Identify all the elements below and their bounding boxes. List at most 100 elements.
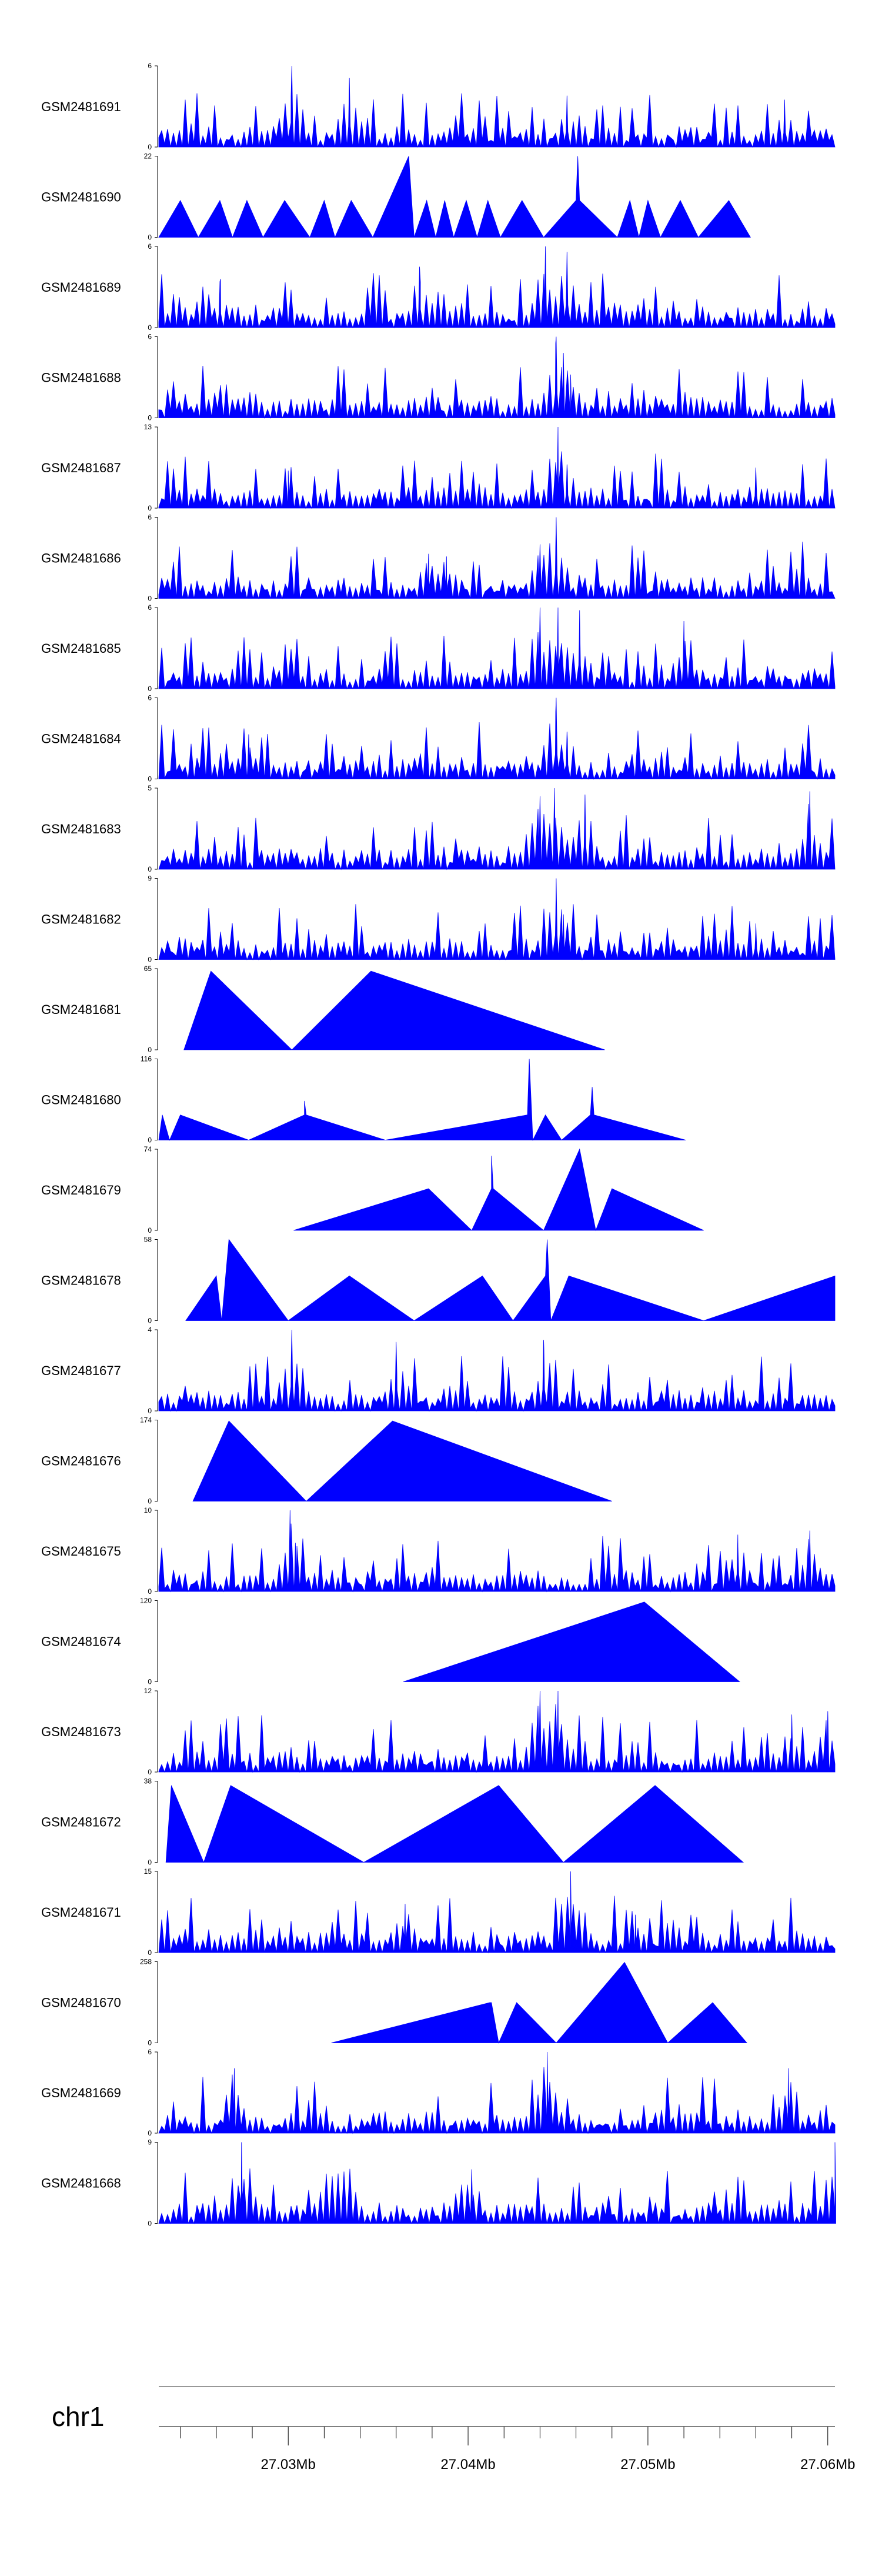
track-GSM2481687: GSM2481687 13 0 (41, 423, 836, 512)
y-tick-label-zero: 0 (148, 1136, 152, 1144)
track-label: GSM2481683 (41, 822, 121, 836)
track-label: GSM2481675 (41, 1544, 121, 1559)
chromosome-label: chr1 (52, 2401, 104, 2432)
y-tick-label-zero: 0 (148, 2220, 152, 2228)
track-GSM2481682: GSM2481682 9 0 (41, 875, 836, 964)
y-tick-label-zero: 0 (148, 595, 152, 603)
coverage-area (158, 1059, 686, 1142)
y-tick-label-zero: 0 (148, 1046, 152, 1054)
track-label: GSM2481690 (41, 190, 121, 205)
track-label: GSM2481668 (41, 2176, 121, 2191)
track-label: GSM2481686 (41, 551, 121, 566)
y-tick-label-max: 6 (148, 603, 152, 612)
coverage-area (183, 970, 605, 1050)
y-tick-label-max: 10 (144, 1506, 152, 1514)
track-GSM2481678: GSM2481678 58 0 (41, 1236, 836, 1325)
y-tick-label-max: 22 (144, 152, 152, 161)
track-GSM2481671: GSM2481671 15 0 (41, 1867, 836, 1957)
coverage-area (158, 1690, 836, 1773)
y-tick-label-max: 120 (140, 1597, 152, 1605)
x-tick-label: 27.04Mb (440, 2457, 495, 2472)
track-label: GSM2481670 (41, 1996, 121, 2010)
track-GSM2481691: GSM2481691 6 0 (41, 62, 836, 151)
coverage-area (158, 607, 836, 690)
genome-axis: chr1 27.03Mb 27.04Mb 27.05Mb 27.06Mb (52, 2386, 855, 2472)
y-tick-label-max: 116 (141, 1055, 152, 1063)
y-tick-label-zero: 0 (148, 1226, 152, 1234)
coverage-area (403, 1601, 741, 1682)
y-tick-label-max: 6 (148, 513, 152, 522)
track-label: GSM2481673 (41, 1724, 121, 1739)
coverage-area (158, 1510, 836, 1593)
coverage-area (158, 788, 836, 870)
y-tick-label-max: 9 (148, 875, 152, 883)
x-tick-label: 27.06Mb (800, 2457, 855, 2472)
track-label: GSM2481688 (41, 371, 121, 385)
track-label: GSM2481687 (41, 461, 121, 475)
track-GSM2481675: GSM2481675 10 0 (41, 1506, 836, 1596)
y-tick-label-zero: 0 (148, 1497, 152, 1506)
track-GSM2481674: GSM2481674 120 0 (41, 1597, 741, 1686)
y-tick-label-max: 258 (140, 1958, 152, 1966)
track-label: GSM2481681 (41, 1002, 121, 1017)
track-GSM2481688: GSM2481688 6 0 (41, 333, 836, 422)
y-tick-label-zero: 0 (148, 233, 152, 242)
x-tick-label: 27.05Mb (620, 2457, 675, 2472)
y-tick-label-zero: 0 (148, 504, 152, 512)
y-tick-label-max: 6 (148, 333, 152, 341)
y-tick-label-max: 6 (148, 242, 152, 251)
y-tick-label-zero: 0 (148, 956, 152, 964)
coverage-area (293, 1148, 704, 1232)
track-GSM2481680: GSM2481680 116 0 (41, 1055, 686, 1144)
track-GSM2481689: GSM2481689 6 0 (41, 242, 836, 332)
track-label: GSM2481689 (41, 280, 121, 295)
track-label: GSM2481669 (41, 2086, 121, 2100)
coverage-area (158, 1871, 836, 1954)
coverage-area (158, 2051, 836, 2134)
y-tick-label-max: 58 (144, 1236, 152, 1244)
x-tick-label: 27.03Mb (261, 2457, 316, 2472)
track-GSM2481690: GSM2481690 22 0 (41, 152, 751, 242)
y-tick-label-zero: 0 (148, 775, 152, 783)
track-label: GSM2481679 (41, 1183, 121, 1197)
track-GSM2481670: GSM2481670 258 0 (41, 1958, 747, 2047)
track-label: GSM2481674 (41, 1634, 121, 1649)
coverage-area (165, 1785, 744, 1863)
track-label: GSM2481685 (41, 641, 121, 656)
y-tick-label-zero: 0 (148, 2129, 152, 2137)
data-tracks: GSM248169160GSM2481690220GSM248168960GSM… (41, 62, 836, 2228)
track-GSM2481677: GSM2481677 4 0 (41, 1326, 836, 1415)
y-tick-label-max: 174 (140, 1416, 152, 1424)
coverage-area (158, 1329, 836, 1412)
y-tick-label-max: 6 (148, 694, 152, 702)
y-tick-label-zero: 0 (148, 2039, 152, 2047)
track-label: GSM2481678 (41, 1273, 121, 1288)
track-label: GSM2481682 (41, 912, 121, 927)
coverage-area (331, 1961, 747, 2044)
track-label: GSM2481691 (41, 99, 121, 114)
track-label: GSM2481684 (41, 732, 121, 746)
coverage-area (158, 878, 836, 961)
y-tick-label-max: 6 (148, 62, 152, 70)
track-GSM2481669: GSM2481669 6 0 (41, 2048, 836, 2137)
y-tick-label-max: 12 (144, 1687, 152, 1695)
coverage-area (158, 2142, 836, 2225)
y-tick-label-zero: 0 (148, 1587, 152, 1596)
y-tick-label-max: 4 (148, 1326, 152, 1334)
coverage-area (158, 517, 836, 600)
y-tick-label-zero: 0 (148, 865, 152, 873)
y-tick-label-zero: 0 (148, 143, 152, 151)
track-GSM2481676: GSM2481676 174 0 (41, 1416, 612, 1506)
track-GSM2481672: GSM2481672 38 0 (41, 1777, 744, 1867)
y-tick-label-max: 65 (144, 965, 152, 973)
track-GSM2481684: GSM2481684 6 0 (41, 694, 836, 783)
track-GSM2481681: GSM2481681 65 0 (41, 965, 605, 1054)
track-label: GSM2481677 (41, 1363, 121, 1378)
track-label: GSM2481676 (41, 1454, 121, 1469)
coverage-area (158, 426, 836, 509)
track-label: GSM2481680 (41, 1093, 121, 1107)
y-tick-label-max: 5 (148, 784, 152, 792)
coverage-area (158, 698, 836, 780)
coverage-area (158, 246, 836, 329)
y-tick-label-zero: 0 (148, 1768, 152, 1776)
